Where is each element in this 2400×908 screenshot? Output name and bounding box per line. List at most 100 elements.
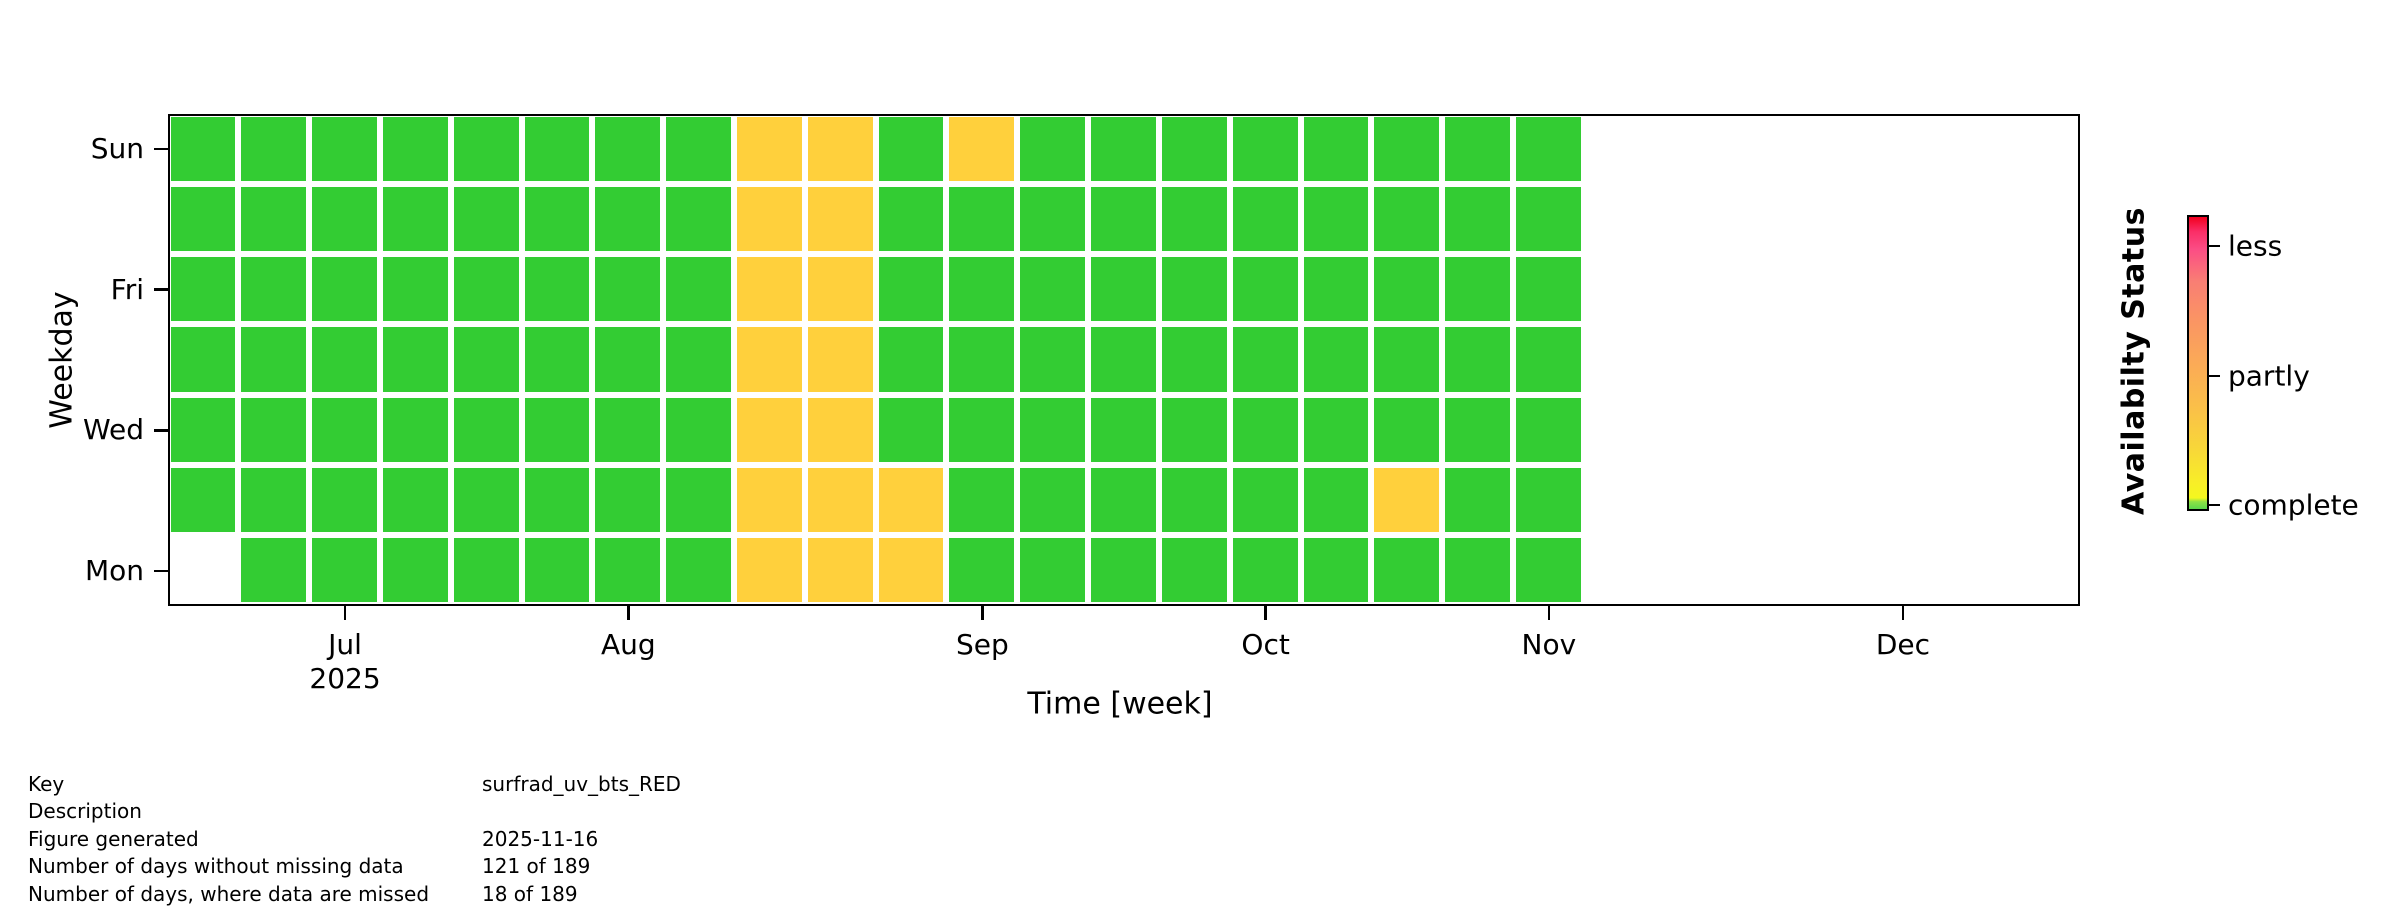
heatmap-cell xyxy=(737,467,802,533)
heatmap-cell xyxy=(1161,186,1227,252)
heatmap-cell xyxy=(1232,538,1298,603)
heatmap-cell xyxy=(312,467,377,533)
heatmap-cell xyxy=(1374,186,1440,252)
heatmap-cell xyxy=(1303,257,1369,322)
heatmap-cell xyxy=(1445,467,1510,533)
heatmap-cell xyxy=(1020,327,1086,392)
heatmap-cell xyxy=(382,467,448,533)
heatmap-cell xyxy=(524,186,590,252)
footer-value: 18 of 189 xyxy=(482,881,578,906)
heatmap-cell xyxy=(737,397,802,462)
heatmap-cell xyxy=(453,116,519,181)
heatmap-cell xyxy=(170,467,236,533)
footer-row: Figure generated 2025-11-16 xyxy=(28,826,598,853)
heatmap-cell xyxy=(1515,397,1581,462)
x-tick-mark xyxy=(1547,606,1551,620)
colorbar-tick-label: less xyxy=(2228,229,2283,263)
heatmap-cell xyxy=(1374,467,1440,533)
heatmap-cell xyxy=(241,186,307,252)
heatmap-cell xyxy=(807,397,873,462)
heatmap-cell xyxy=(1020,257,1086,322)
heatmap-cell xyxy=(1303,467,1369,533)
footer-row: Key surfrad_uv_bts_RED xyxy=(28,771,681,798)
x-tick-mark xyxy=(981,606,984,620)
heatmap-cell xyxy=(666,538,732,603)
heatmap-cell xyxy=(170,186,236,252)
heatmap-cell xyxy=(453,538,519,603)
heatmap-cell xyxy=(949,397,1015,462)
heatmap-cell xyxy=(807,186,873,252)
y-tick-label: Mon xyxy=(84,553,144,587)
heatmap-cell xyxy=(1161,327,1227,392)
heatmap-cell xyxy=(807,467,873,533)
heatmap-cell xyxy=(382,186,448,252)
heatmap-cell xyxy=(1515,467,1581,533)
heatmap-cell xyxy=(1374,116,1440,181)
heatmap-cell xyxy=(453,257,519,322)
heatmap-cell xyxy=(878,257,944,322)
heatmap-cell xyxy=(1232,397,1298,462)
heatmap-cell xyxy=(595,327,661,392)
heatmap-cell xyxy=(382,116,448,181)
heatmap-cell xyxy=(1091,467,1156,533)
heatmap-cell xyxy=(241,116,307,181)
heatmap-cell xyxy=(878,467,944,533)
colorbar-tick-mark xyxy=(2209,374,2220,378)
heatmap-cell xyxy=(1020,538,1086,603)
heatmap-cell xyxy=(666,467,732,533)
x-tick-sublabel: 2025 xyxy=(309,662,381,695)
y-tick-mark xyxy=(154,569,168,573)
colorbar-gradient xyxy=(2187,215,2209,511)
x-tick-mark xyxy=(343,606,347,620)
heatmap-cell xyxy=(1515,327,1581,392)
x-tick-label: Sep xyxy=(955,628,1009,661)
colorbar-tick-label: complete xyxy=(2228,488,2359,522)
footer-label: Number of days, where data are missed xyxy=(28,881,430,906)
heatmap-cell xyxy=(595,116,661,181)
heatmap-cell xyxy=(1161,538,1227,603)
heatmap-plot-area xyxy=(168,114,2080,606)
heatmap-cell xyxy=(595,467,661,533)
heatmap-cell xyxy=(312,186,377,252)
heatmap-cell xyxy=(807,327,873,392)
heatmap-cell xyxy=(453,397,519,462)
heatmap-cell xyxy=(170,116,236,181)
heatmap-cell xyxy=(312,397,377,462)
y-axis-label: Weekday xyxy=(44,291,80,429)
heatmap-cell xyxy=(453,186,519,252)
x-tick-mark xyxy=(1264,606,1267,620)
heatmap-cell xyxy=(666,327,732,392)
heatmap-cell xyxy=(1515,116,1581,181)
heatmap-cell xyxy=(595,257,661,322)
heatmap-cell xyxy=(949,257,1015,322)
colorbar-tick-mark xyxy=(2209,503,2220,507)
heatmap-cell xyxy=(524,538,590,603)
x-tick-label: Dec xyxy=(1875,628,1931,661)
y-tick-mark xyxy=(154,429,168,432)
heatmap-cell xyxy=(241,397,307,462)
heatmap-cell xyxy=(1161,397,1227,462)
heatmap-cell xyxy=(524,327,590,392)
heatmap-cell xyxy=(878,186,944,252)
heatmap-cell xyxy=(1161,116,1227,181)
heatmap-cell xyxy=(1232,186,1298,252)
heatmap-cell xyxy=(1020,186,1086,252)
heatmap-cell xyxy=(170,327,236,392)
footer-label: Number of days without missing data xyxy=(28,854,404,879)
footer-row: Number of days without missing data 121 o… xyxy=(28,853,590,880)
footer-row: Description xyxy=(28,798,429,825)
heatmap-cell xyxy=(878,397,944,462)
heatmap-cell xyxy=(807,538,873,603)
heatmap-cell xyxy=(1091,116,1156,181)
heatmap-cell xyxy=(1374,397,1440,462)
heatmap-cell xyxy=(1374,257,1440,322)
heatmap-cell xyxy=(241,467,307,533)
heatmap-cell xyxy=(1445,257,1510,322)
heatmap-cell xyxy=(170,397,236,462)
y-tick-label: Fri xyxy=(110,272,144,306)
heatmap-cell xyxy=(241,257,307,322)
x-tick-mark xyxy=(1901,606,1905,620)
heatmap-cell xyxy=(524,116,590,181)
heatmap-cell xyxy=(737,327,802,392)
heatmap-cell xyxy=(1232,116,1298,181)
